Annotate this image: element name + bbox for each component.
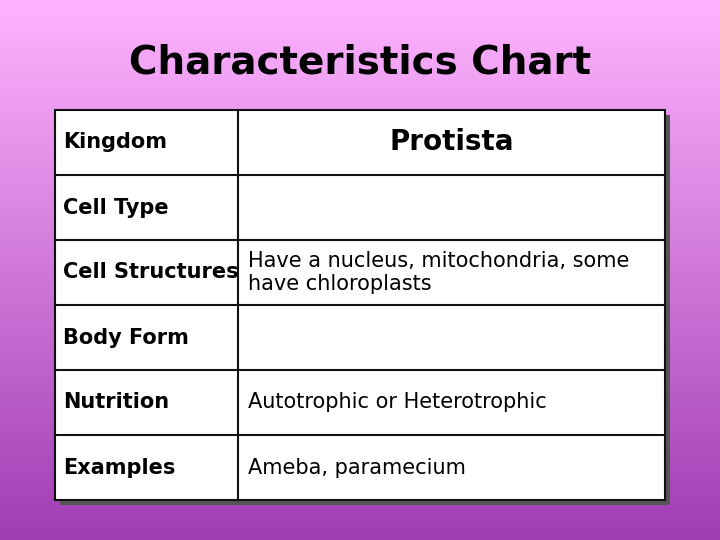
Text: Autotrophic or Heterotrophic: Autotrophic or Heterotrophic [248, 393, 546, 413]
Bar [60, 115, 670, 505]
Text: Body Form: Body Form [63, 327, 189, 348]
Bar [55, 110, 665, 500]
Text: Ameba, paramecium: Ameba, paramecium [248, 457, 466, 477]
Text: Characteristics Chart: Characteristics Chart [129, 43, 591, 81]
Text: Have a nucleus, mitochondria, some
have chloroplasts: Have a nucleus, mitochondria, some have … [248, 251, 629, 294]
Text: Cell Type: Cell Type [63, 198, 168, 218]
Text: Examples: Examples [63, 457, 176, 477]
Text: Nutrition: Nutrition [63, 393, 169, 413]
Text: Protista: Protista [390, 129, 514, 157]
Text: Kingdom: Kingdom [63, 132, 167, 152]
Text: Cell Structures: Cell Structures [63, 262, 238, 282]
